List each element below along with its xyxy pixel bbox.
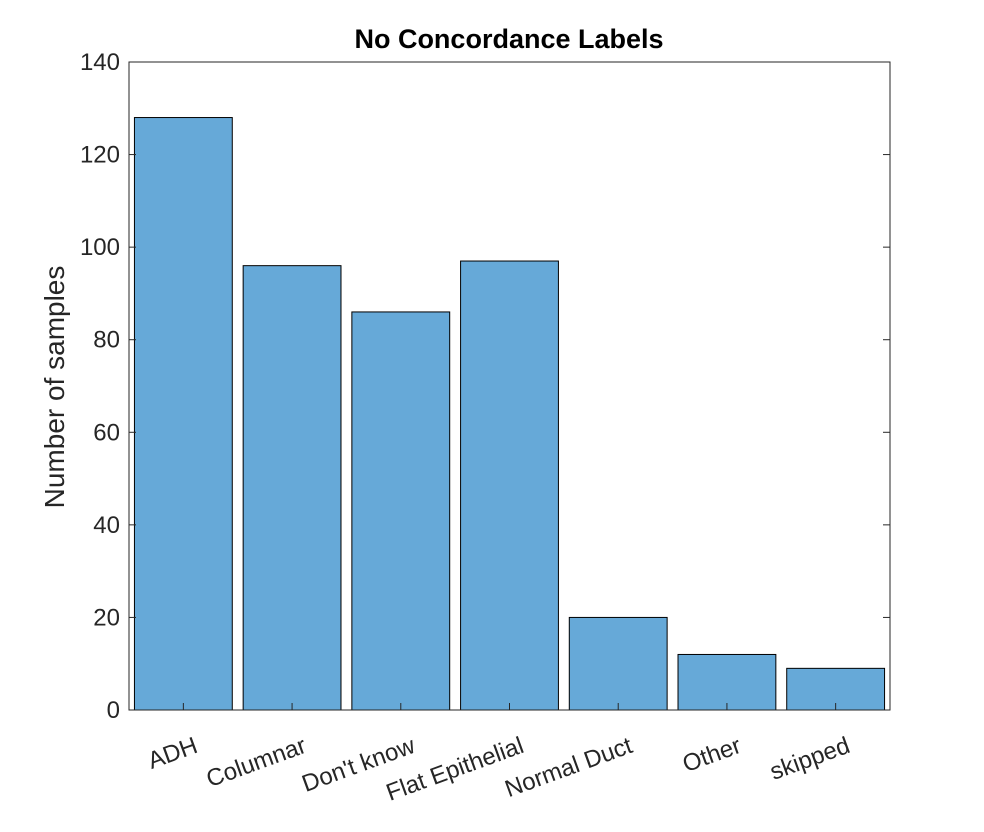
- y-tick-label-2: 40: [93, 512, 120, 539]
- x-category-label-5: Other: [679, 732, 745, 778]
- bar-2: [351, 311, 451, 711]
- y-tick-label-6: 120: [80, 142, 120, 169]
- x-category-label-6: skipped: [766, 732, 853, 786]
- bar-0: [133, 117, 233, 711]
- bar-1: [242, 265, 342, 711]
- y-tick-label-0: 0: [107, 697, 120, 724]
- y-tick-label-4: 80: [93, 327, 120, 354]
- bar-4: [568, 616, 668, 711]
- chart-title: No Concordance Labels: [354, 24, 663, 54]
- y-axis-ticks: 0 20 40 60 80 100 120 140: [80, 49, 890, 724]
- bars-group: [133, 117, 886, 711]
- bar-3: [460, 260, 559, 711]
- x-category-label-1: Columnar: [203, 732, 310, 793]
- y-tick-label-3: 60: [93, 419, 120, 446]
- y-axis-label: Number of samples: [39, 266, 70, 509]
- y-tick-label-1: 20: [93, 604, 120, 631]
- y-tick-label-5: 100: [80, 234, 120, 261]
- bar-5: [677, 653, 777, 711]
- x-category-label-0: ADH: [144, 732, 201, 775]
- y-tick-label-7: 140: [80, 49, 120, 76]
